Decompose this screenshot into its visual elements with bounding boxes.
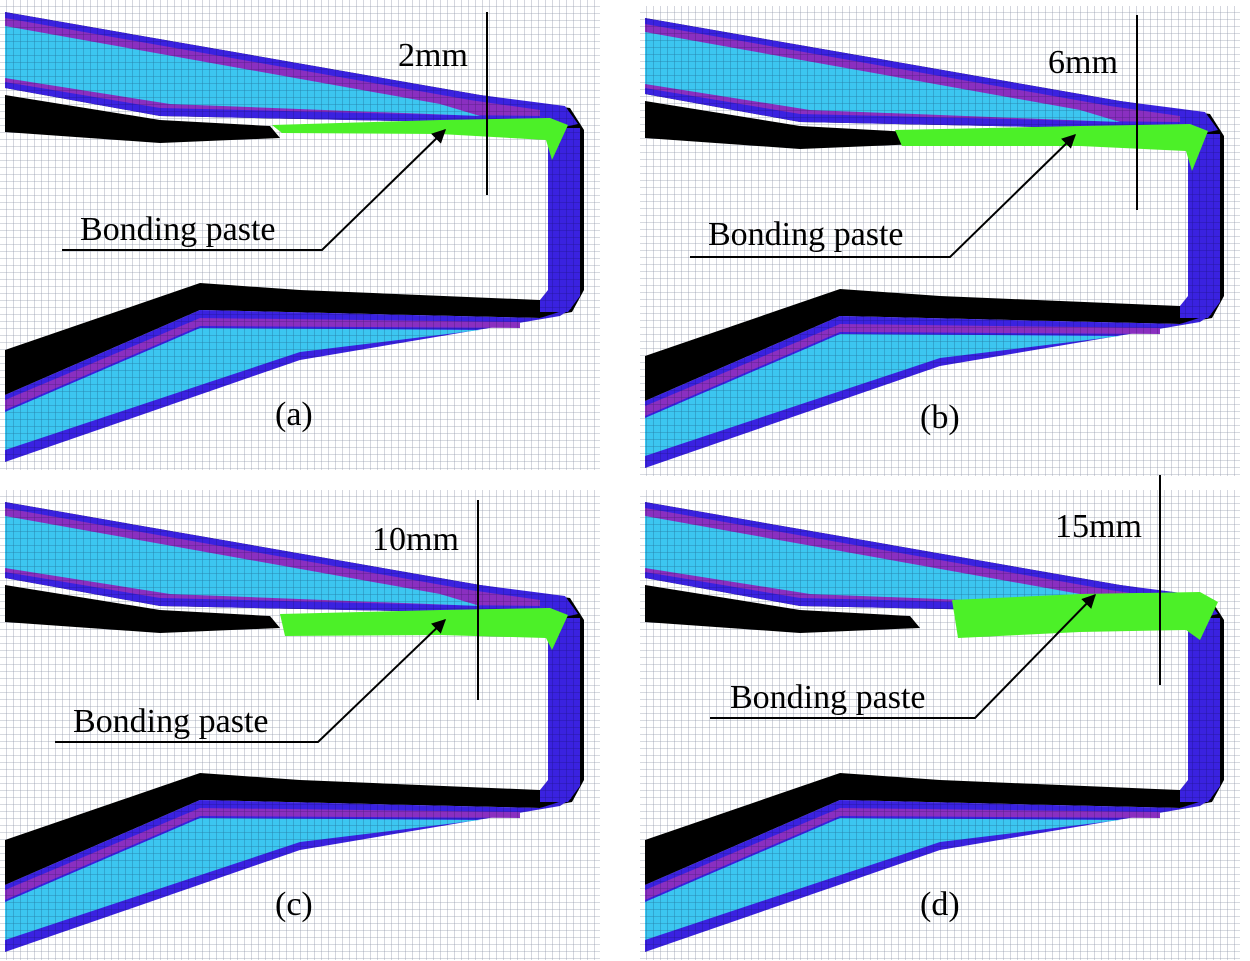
panel-b [640, 6, 1240, 476]
bonding-paste-region [272, 118, 568, 160]
panel-a: 2mm Bonding paste (a) [0, 0, 600, 470]
panel-label: (b) [920, 399, 960, 436]
panel-label: (a) [275, 396, 313, 433]
annotation-label: Bonding paste [708, 216, 903, 253]
panel-d [640, 490, 1240, 960]
annotation-label: Bonding paste [80, 211, 275, 248]
leader-arrow [710, 593, 1096, 719]
panel-c [0, 490, 600, 960]
panel-b-labels: 6mm Bonding paste (b) [690, 15, 1138, 436]
bonding-paste-region [895, 124, 1208, 171]
bonding-paste-region [280, 608, 568, 650]
dimension-label: 15mm [1055, 508, 1142, 545]
dimension-label: 6mm [1048, 44, 1118, 81]
annotation-label: Bonding paste [730, 679, 925, 716]
panel-label: (c) [275, 886, 313, 923]
panel-label: (d) [920, 886, 960, 923]
leader-arrow [690, 134, 1077, 258]
panel-d-labels: 15mm Bonding paste (d) [710, 475, 1161, 923]
annotation-label: Bonding paste [73, 703, 268, 740]
leader-arrow [62, 129, 447, 251]
panel-c-labels: 10mm Bonding paste (c) [55, 500, 479, 923]
dimension-label: 10mm [372, 521, 459, 558]
dimension-label: 2mm [398, 37, 468, 74]
bonding-paste-region [952, 592, 1218, 640]
leader-arrow [55, 619, 447, 743]
